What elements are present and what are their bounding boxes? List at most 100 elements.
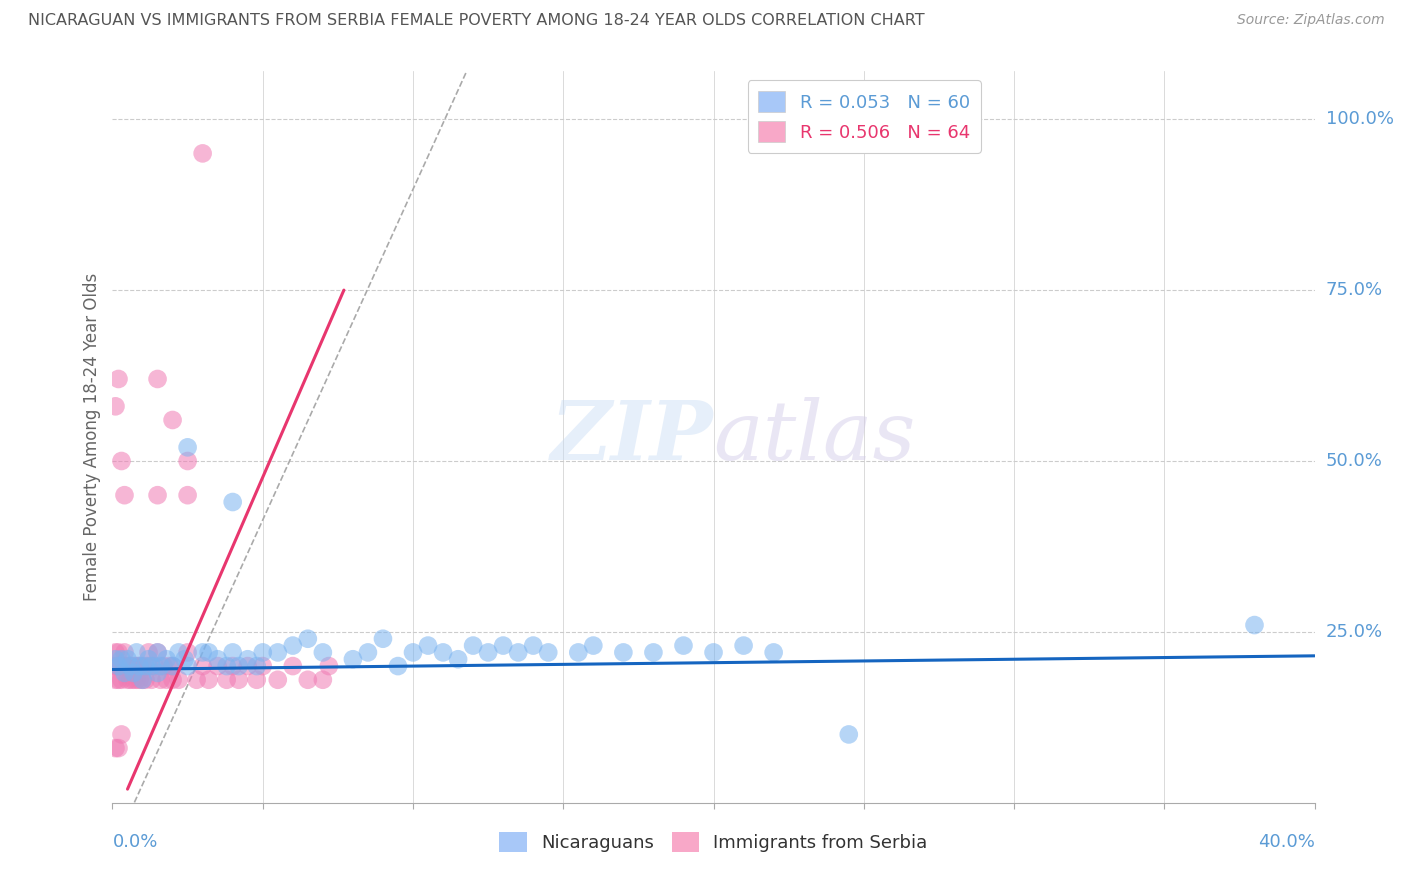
- Point: [371, 632, 394, 646]
- Point: [131, 673, 153, 687]
- Point: [138, 659, 160, 673]
- Point: [167, 673, 190, 687]
- Point: [281, 639, 304, 653]
- Point: [107, 659, 129, 673]
- Point: [176, 488, 198, 502]
- Point: [120, 673, 142, 687]
- Point: [114, 645, 136, 659]
- Point: [162, 673, 184, 687]
- Point: [146, 645, 169, 659]
- Point: [228, 673, 250, 687]
- Point: [122, 665, 145, 680]
- Point: [122, 659, 145, 673]
- Point: [141, 659, 163, 673]
- Text: NICARAGUAN VS IMMIGRANTS FROM SERBIA FEMALE POVERTY AMONG 18-24 YEAR OLDS CORREL: NICARAGUAN VS IMMIGRANTS FROM SERBIA FEM…: [28, 13, 925, 29]
- Point: [125, 645, 148, 659]
- Point: [117, 673, 139, 687]
- Point: [117, 659, 139, 673]
- Point: [643, 645, 665, 659]
- Point: [107, 372, 129, 386]
- Point: [128, 673, 150, 687]
- Point: [762, 645, 785, 659]
- Text: 50.0%: 50.0%: [1326, 452, 1382, 470]
- Point: [107, 673, 129, 687]
- Point: [215, 659, 238, 673]
- Point: [387, 659, 409, 673]
- Text: 100.0%: 100.0%: [1326, 111, 1393, 128]
- Text: ZIP: ZIP: [551, 397, 713, 477]
- Point: [186, 673, 208, 687]
- Point: [110, 652, 132, 666]
- Point: [152, 659, 174, 673]
- Point: [672, 639, 695, 653]
- Point: [207, 659, 229, 673]
- Point: [155, 673, 177, 687]
- Point: [342, 652, 364, 666]
- Point: [104, 673, 127, 687]
- Point: [508, 645, 530, 659]
- Point: [477, 645, 499, 659]
- Point: [191, 645, 214, 659]
- Point: [155, 652, 177, 666]
- Text: 0.0%: 0.0%: [112, 833, 157, 851]
- Point: [125, 673, 148, 687]
- Point: [149, 673, 172, 687]
- Point: [236, 659, 259, 673]
- Point: [176, 454, 198, 468]
- Point: [267, 673, 290, 687]
- Point: [357, 645, 380, 659]
- Point: [114, 659, 136, 673]
- Point: [138, 652, 160, 666]
- Point: [173, 652, 195, 666]
- Point: [128, 659, 150, 673]
- Point: [104, 659, 127, 673]
- Point: [122, 673, 145, 687]
- Text: atlas: atlas: [713, 397, 915, 477]
- Point: [176, 659, 198, 673]
- Point: [110, 727, 132, 741]
- Point: [104, 645, 127, 659]
- Point: [612, 645, 634, 659]
- Point: [135, 673, 157, 687]
- Point: [110, 659, 132, 673]
- Point: [432, 645, 454, 659]
- Point: [582, 639, 605, 653]
- Point: [146, 372, 169, 386]
- Point: [128, 659, 150, 673]
- Point: [131, 673, 153, 687]
- Point: [222, 495, 245, 509]
- Point: [1243, 618, 1265, 632]
- Y-axis label: Female Poverty Among 18-24 Year Olds: Female Poverty Among 18-24 Year Olds: [83, 273, 101, 601]
- Point: [537, 645, 560, 659]
- Point: [162, 659, 184, 673]
- Point: [107, 659, 129, 673]
- Point: [246, 673, 269, 687]
- Point: [222, 659, 245, 673]
- Point: [312, 645, 335, 659]
- Point: [107, 741, 129, 756]
- Point: [222, 645, 245, 659]
- Point: [149, 659, 172, 673]
- Text: Source: ZipAtlas.com: Source: ZipAtlas.com: [1237, 13, 1385, 28]
- Point: [104, 400, 127, 414]
- Point: [162, 659, 184, 673]
- Point: [246, 659, 269, 673]
- Point: [252, 645, 274, 659]
- Point: [104, 652, 127, 666]
- Point: [207, 652, 229, 666]
- Point: [197, 645, 219, 659]
- Point: [312, 673, 335, 687]
- Point: [131, 659, 153, 673]
- Point: [191, 146, 214, 161]
- Point: [228, 659, 250, 673]
- Point: [416, 639, 439, 653]
- Point: [104, 741, 127, 756]
- Point: [318, 659, 340, 673]
- Text: 25.0%: 25.0%: [1326, 623, 1384, 641]
- Point: [567, 645, 589, 659]
- Point: [702, 645, 725, 659]
- Point: [114, 488, 136, 502]
- Point: [138, 645, 160, 659]
- Point: [297, 632, 319, 646]
- Point: [143, 659, 166, 673]
